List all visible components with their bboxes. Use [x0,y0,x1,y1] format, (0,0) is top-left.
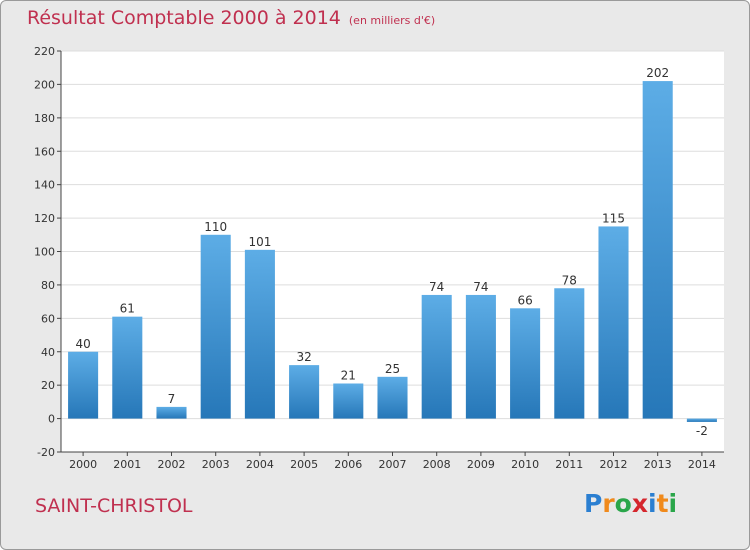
x-tick-label: 2013 [644,458,672,471]
x-tick-label: 2000 [69,458,97,471]
bar-2012 [598,226,629,419]
x-tick-label: 2005 [290,458,318,471]
data-label-2013: 202 [646,66,669,80]
bar-2014 [686,418,717,422]
logo-letter: P [584,489,603,518]
y-tick-label: 160 [34,145,55,158]
bar-2006 [333,383,364,419]
x-tick-label: 2012 [600,458,628,471]
x-tick-label: 2003 [202,458,230,471]
chart-title: Résultat Comptable 2000 à 2014 (en millie… [27,7,435,29]
data-labels: 40 61 7 110 101 32 21 25 74 74 66 78 115 202 -2 [75,66,707,438]
data-label-2007: 25 [385,362,400,376]
x-tick-label: 2006 [334,458,362,471]
bar-2002 [156,406,187,419]
logo-letter: x [631,489,648,518]
bar-2003 [200,234,231,419]
bars [68,81,717,422]
logo-letter: i [648,489,657,518]
y-tick-label: 40 [41,346,55,359]
x-tick-label: 2009 [467,458,495,471]
x-tick-label: 2010 [511,458,539,471]
x-tick-label: 2014 [688,458,716,471]
data-label-2003: 110 [204,220,227,234]
data-label-2001: 61 [120,302,135,316]
bar-2010 [510,308,541,419]
x-tick-label: 2001 [113,458,141,471]
x-tick-label: 2002 [158,458,186,471]
chart-title-text: Résultat Comptable 2000 à 2014 [27,7,341,29]
commune-name: SAINT-CHRISTOL [35,495,193,517]
bar-2001 [112,316,143,419]
data-label-2006: 21 [341,368,356,382]
bar-2007 [377,376,408,419]
axes: -20 0 20 40 60 80 100 120 140 160 180 200 220 2000 200… [34,45,724,471]
bar-2008 [421,294,452,419]
x-tick-label: 2007 [379,458,407,471]
bar-2005 [289,365,320,419]
data-label-2010: 66 [517,293,532,307]
y-tick-label: 100 [34,246,55,259]
bar-2000 [68,351,99,419]
data-label-2009: 74 [473,280,488,294]
chart-subtitle: (en milliers d'€) [348,14,436,27]
y-tick-label: 120 [34,212,55,225]
y-tick-label: 60 [41,312,55,325]
y-tick-label: 140 [34,179,55,192]
data-label-2008: 74 [429,280,444,294]
x-tick-label: 2008 [423,458,451,471]
y-tick-label: 20 [41,379,55,392]
y-tick-label: 200 [34,78,55,91]
bar-2009 [465,294,496,419]
logo-letter: o [614,489,632,518]
bar-2013 [642,81,673,419]
logo-letter: r [602,489,615,518]
y-tick-label: 220 [34,45,55,58]
y-tick-label: -20 [37,446,55,459]
data-label-2011: 78 [562,273,577,287]
x-tick-label: 2004 [246,458,274,471]
data-label-2004: 101 [248,235,271,249]
data-label-2005: 32 [296,350,311,364]
y-tick-label: 180 [34,112,55,125]
bar-2004 [244,249,275,419]
data-label-2012: 115 [602,211,625,225]
data-label-2000: 40 [75,337,90,351]
data-label-2002: 7 [168,392,176,406]
y-tick-label: 0 [48,413,55,426]
logo-letter: t [656,489,669,518]
proxiti-logo: Proxiti [584,489,677,518]
bar-2011 [554,288,585,419]
data-label-2014: -2 [696,424,708,438]
y-tick-label: 80 [41,279,55,292]
x-tick-label: 2011 [555,458,583,471]
logo-letter: i [668,489,678,518]
